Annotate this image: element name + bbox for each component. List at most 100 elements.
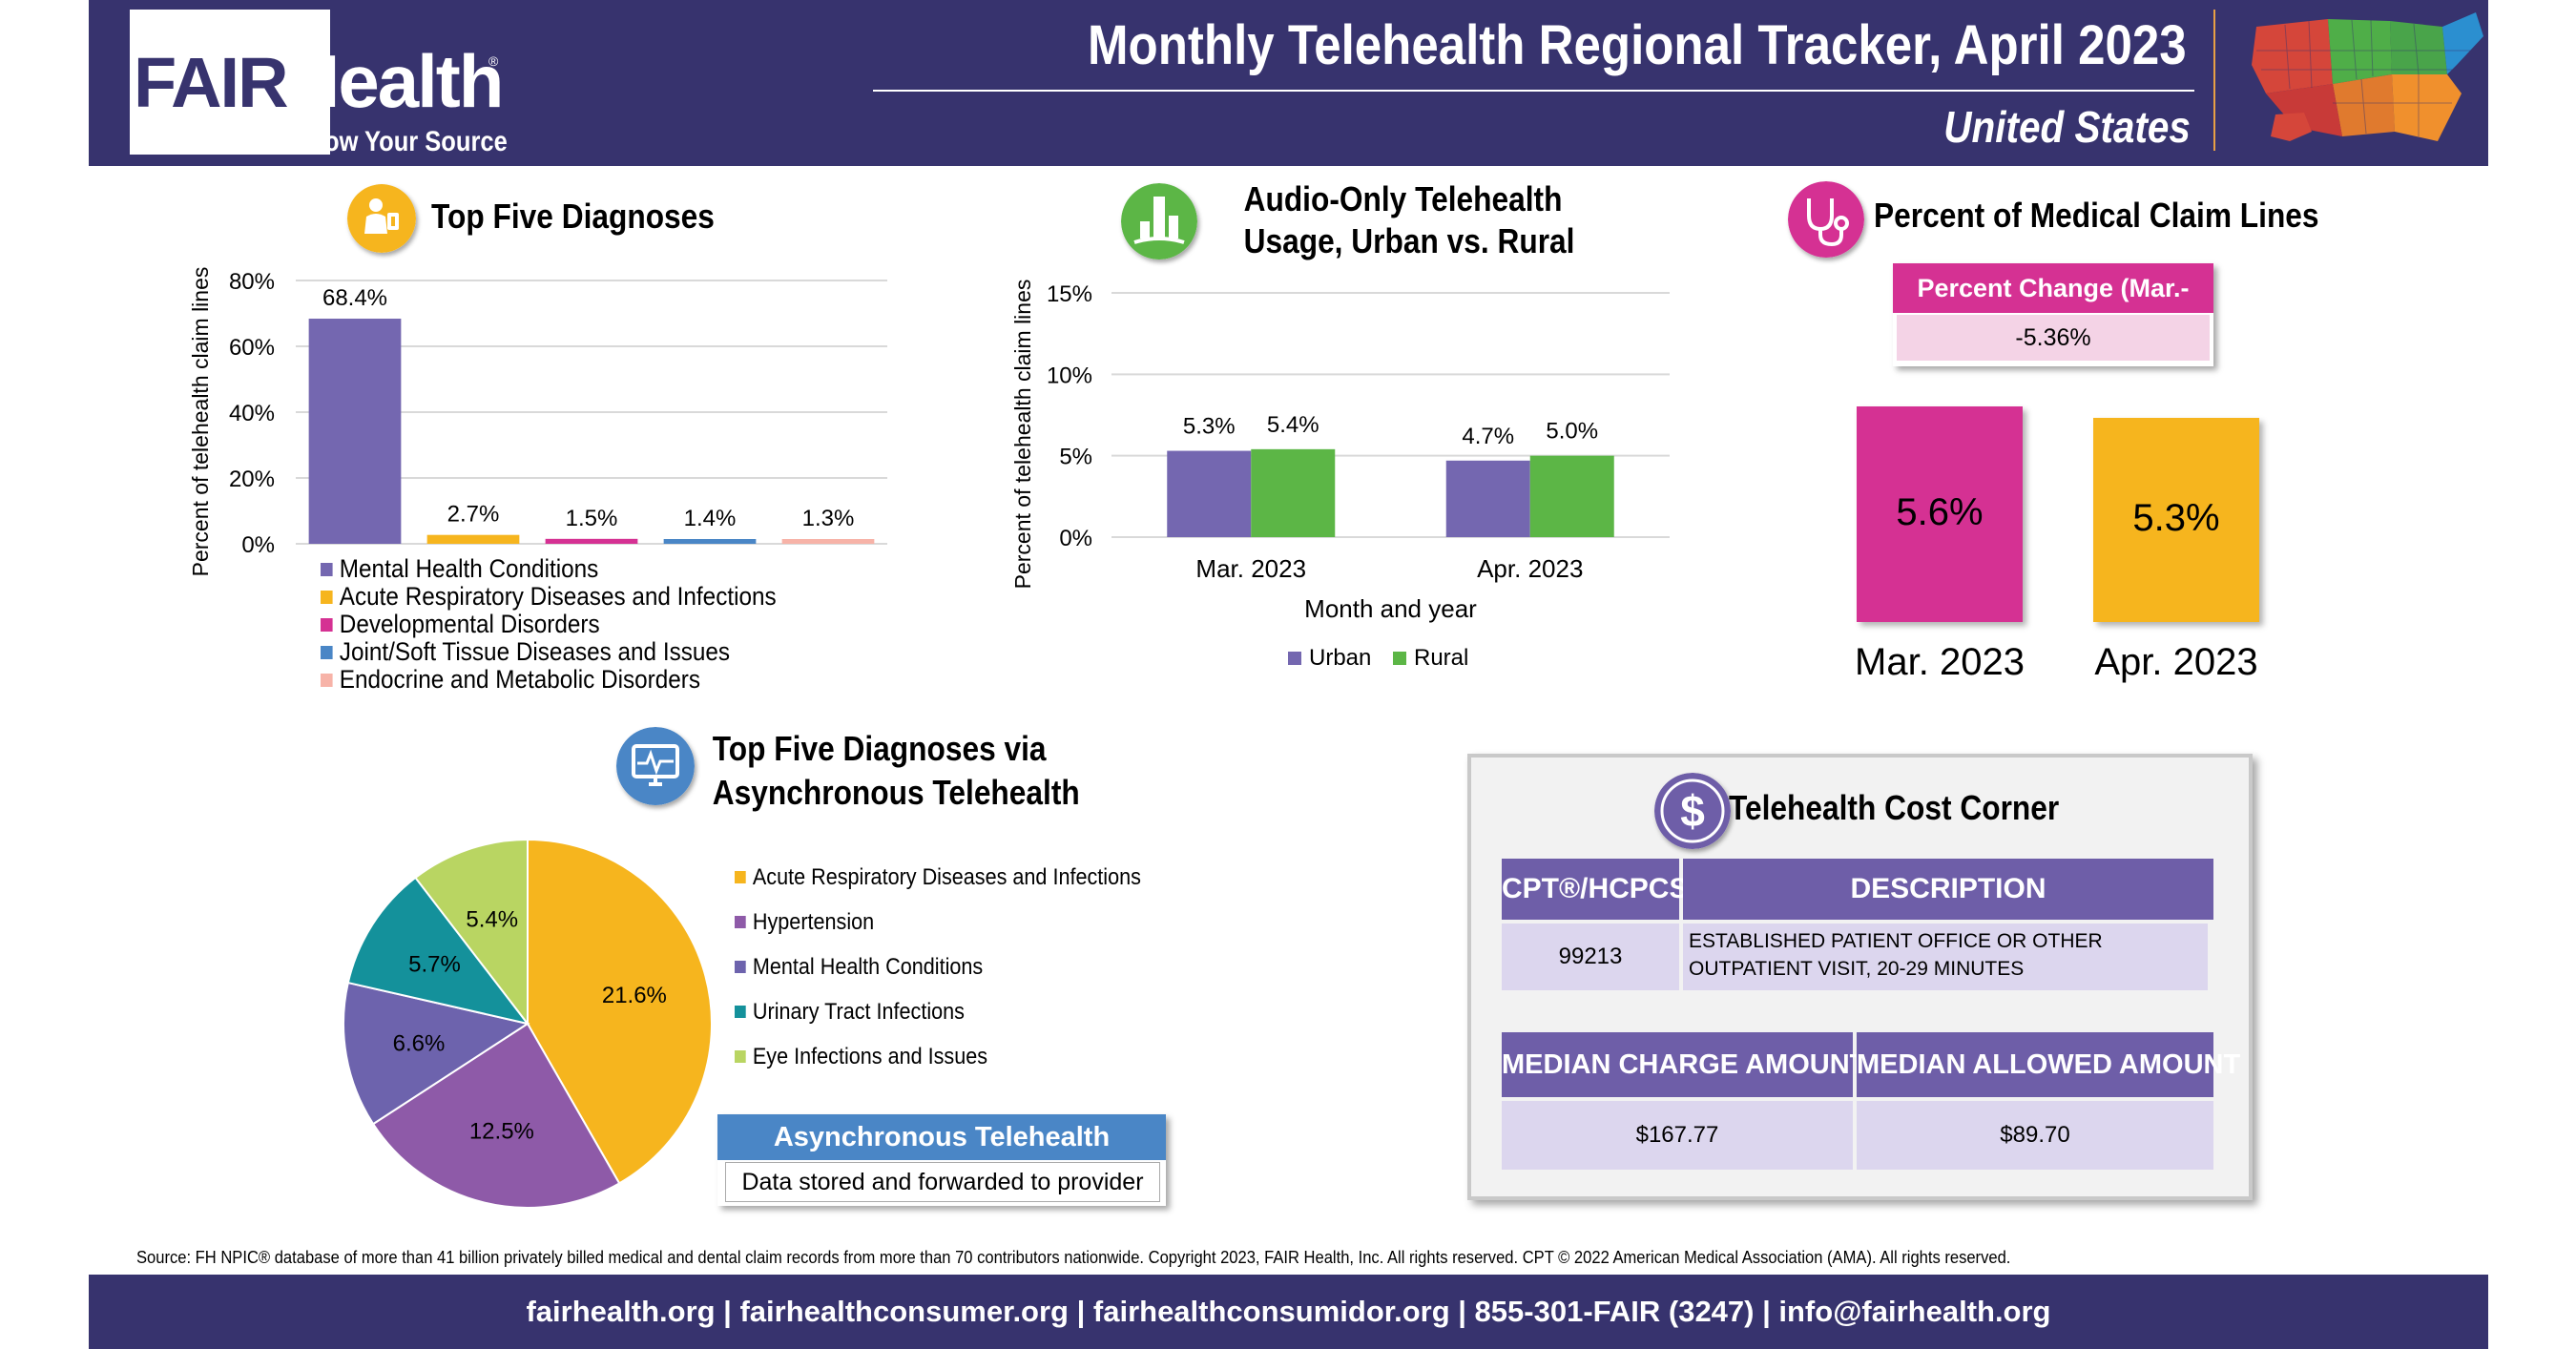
legend-label: Acute Respiratory Diseases and Infection… (752, 863, 1141, 890)
legend-label: Endocrine and Metabolic Disorders (339, 665, 700, 694)
logo-background (130, 10, 330, 155)
cpt-code-value: 99213 (1502, 924, 1679, 990)
pie-slice-3 (343, 981, 530, 1126)
audio-only-title-line1: Audio-Only Telehealth (1243, 179, 1563, 218)
slice-label: 12.5% (469, 1119, 534, 1145)
legend-label: Joint/Soft Tissue Diseases and Issues (339, 637, 731, 666)
data-label: 1.3% (802, 506, 855, 531)
cost-corner-title: Telehealth Cost Corner (1729, 788, 2060, 827)
logo-tagline: Know Your Source (292, 126, 508, 157)
top-diagnoses-bar-chart: 0% 20% 40% 60% 80% Percent of telehealth clai… (188, 267, 887, 576)
legend-swatch (1288, 652, 1301, 665)
legend-label: Rural (1414, 645, 1468, 671)
svg-text:$: $ (1680, 786, 1705, 836)
y-tick-label: 60% (229, 335, 275, 361)
medical-claims-bar-chart: 5.6% Mar. 2023 5.3% Apr. 2023 (1841, 401, 2318, 696)
legend-label: Developmental Disorders (339, 610, 600, 638)
async-pie-legend: Acute Respiratory Diseases and Infection… (735, 855, 1186, 1079)
bar-rural (1529, 455, 1614, 537)
bar-urban (1167, 450, 1252, 537)
slice-label: 21.6% (602, 983, 667, 1008)
legend-item: Acute Respiratory Diseases and Infection… (735, 855, 1141, 900)
audio-only-bar-chart: 0% 5% 10% 15% Percent of telehealth claim li… (1010, 280, 1670, 671)
legend-item: Mental Health Conditions (735, 944, 1141, 989)
async-box-text: Data stored and forwarded to provider (725, 1162, 1160, 1202)
x-tick-label: Mar. 2023 (1855, 641, 2025, 683)
async-title-line1: Top Five Diagnoses via (712, 729, 1047, 768)
logo-fair-text: FAIR (134, 43, 289, 122)
x-axis-label: Month and year (1304, 594, 1477, 623)
map-divider (2213, 10, 2215, 151)
legend-swatch (321, 562, 333, 576)
cost-corner-panel: $ Telehealth Cost Corner CPT®/HCPCS DESC… (1467, 754, 2253, 1200)
bar-value-label: 5.3% (2132, 497, 2220, 540)
data-label: 2.7% (447, 502, 500, 528)
async-title-line2: Asynchronous Telehealth (712, 773, 1080, 812)
logo-health-text: Health (286, 39, 504, 123)
source-note: Source: FH NPIC® database of more than 4… (136, 1248, 2011, 1267)
legend-item: Urinary Tract Infections (735, 989, 1141, 1034)
slice-label: 5.4% (466, 906, 518, 932)
median-charge-header: MEDIAN CHARGE AMOUNT (1502, 1032, 1866, 1097)
legend-label: Mental Health Conditions (339, 554, 599, 583)
data-label: 1.4% (684, 506, 737, 531)
legend-item: Developmental Disorders (321, 610, 777, 638)
async-box-title: Asynchronous Telehealth (717, 1114, 1166, 1160)
pie-slice-2 (371, 1022, 621, 1209)
legend-swatch (735, 1006, 746, 1018)
bar-value-label: 5.6% (1896, 491, 1984, 533)
median-allowed-header: MEDIAN ALLOWED AMOUNT (1857, 1032, 2240, 1097)
legend-swatch (735, 961, 746, 973)
bar-4 (663, 539, 757, 544)
async-title: Top Five Diagnoses via Asynchronous Tele… (712, 729, 1080, 813)
x-tick-label: Apr. 2023 (1477, 554, 1583, 583)
pie-slice-5 (414, 838, 529, 1027)
legend-label: Acute Respiratory Diseases and Infection… (339, 582, 777, 611)
y-tick-label: 10% (1047, 363, 1092, 388)
title-divider (873, 90, 2194, 92)
bar-2 (426, 534, 520, 544)
audio-only-title-line2: Usage, Urban vs. Rural (1243, 221, 1575, 260)
stethoscope-icon (1788, 181, 1864, 258)
medical-claims-title: Percent of Medical Claim Lines (1874, 196, 2319, 235)
region-subtitle: United States (1943, 102, 2191, 152)
async-definition-box: Asynchronous Telehealth Data stored and … (717, 1114, 1166, 1206)
header-banner (89, 0, 2488, 166)
description-header: DESCRIPTION (1683, 859, 2213, 920)
legend-swatch (1393, 652, 1406, 665)
legend-item: Endocrine and Metabolic Disorders (321, 665, 777, 694)
cpt-code-header: CPT®/HCPCS (1502, 859, 1688, 920)
median-charge-value: $167.77 (1502, 1101, 1853, 1170)
logo-registered-mark: ® (488, 53, 499, 69)
pie-slice-4 (346, 876, 530, 1026)
bar-urban (1445, 460, 1530, 537)
bar-1 (308, 319, 402, 544)
legend-swatch (321, 673, 333, 687)
doctor-icon (347, 184, 416, 253)
city-icon (1121, 183, 1197, 259)
page-title: Monthly Telehealth Regional Tracker, Apr… (1088, 14, 2187, 76)
data-label: 68.4% (322, 285, 387, 311)
y-tick-label: 0% (1059, 526, 1092, 551)
legend-item: Hypertension (735, 900, 1141, 944)
footer-contact-links[interactable]: fairhealth.org | fairhealthconsumer.org … (526, 1295, 2051, 1328)
legend-swatch (735, 871, 746, 883)
legend-label: Hypertension (752, 908, 875, 935)
y-tick-label: 20% (229, 467, 275, 492)
monitor-heart-icon (616, 727, 695, 805)
slice-label: 5.7% (408, 952, 461, 978)
legend-item: Acute Respiratory Diseases and Infection… (321, 582, 777, 611)
legend-label: Urban (1309, 645, 1371, 671)
data-label: 5.0% (1546, 419, 1598, 445)
us-map-icon (2252, 12, 2483, 141)
legend-label: Mental Health Conditions (752, 953, 984, 980)
dollar-icon: $ (1654, 773, 1731, 849)
data-label: 4.7% (1462, 424, 1514, 449)
legend-item: Eye Infections and Issues (735, 1034, 1141, 1079)
percent-change-box: Percent Change (Mar.-Apr.) -5.36% (1893, 263, 2213, 366)
legend-item: Mental Health Conditions (321, 554, 777, 583)
data-label: 5.4% (1267, 412, 1319, 438)
y-tick-label: 40% (229, 401, 275, 426)
top-diagnoses-legend: Mental Health Conditions Acute Respirator… (321, 554, 827, 694)
legend-item: Joint/Soft Tissue Diseases and Issues (321, 637, 777, 666)
